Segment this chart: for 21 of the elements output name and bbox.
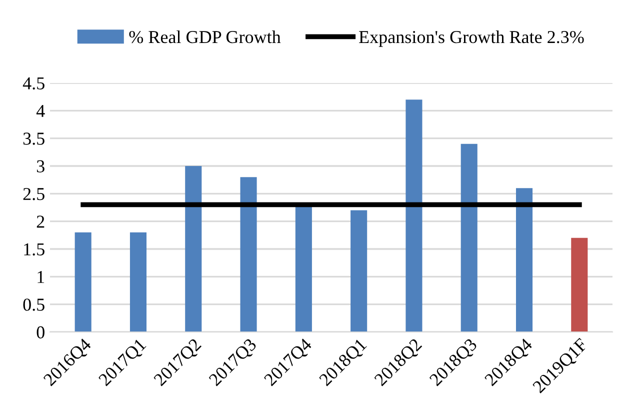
y-tick-label: 2.5 <box>23 188 44 200</box>
bar <box>460 144 478 332</box>
bar <box>185 166 202 332</box>
bar <box>350 210 368 332</box>
y-tick-label: 0.5 <box>23 298 44 311</box>
bar <box>74 232 92 332</box>
y-tick-label: 2 <box>36 216 44 228</box>
y-tick-label: 4 <box>36 105 45 117</box>
y-tick-label: 3.5 <box>23 132 44 145</box>
bar <box>240 177 257 332</box>
legend-label: Expansion's Growth Rate 2.3% <box>359 30 584 47</box>
bar <box>516 188 533 332</box>
y-tick-label: 0 <box>36 326 44 338</box>
legend-label: % Real GDP Growth <box>129 30 281 44</box>
bar <box>406 100 422 332</box>
y-tick-label: 1 <box>38 271 44 283</box>
bar <box>130 232 147 332</box>
y-tick-label: 3 <box>36 160 44 172</box>
bar <box>571 238 588 332</box>
y-tick-label: 1.5 <box>24 243 44 256</box>
y-tick-label: 4.5 <box>22 77 44 90</box>
